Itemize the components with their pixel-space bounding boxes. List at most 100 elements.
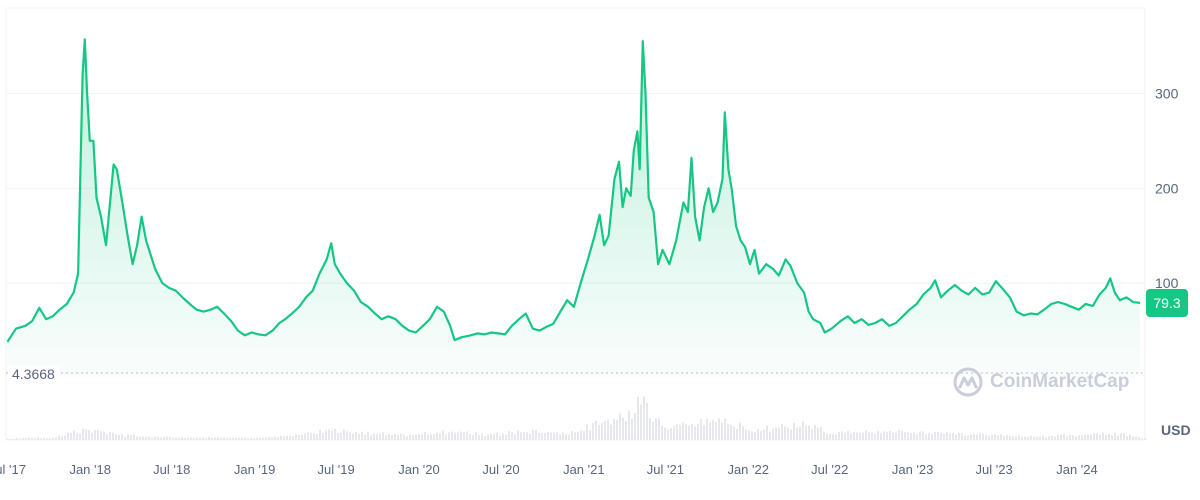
volume-bar [13, 438, 15, 440]
volume-bar [169, 436, 171, 440]
volume-bar [139, 436, 141, 440]
volume-bar [1051, 435, 1053, 440]
volume-bar [1096, 433, 1098, 440]
volume-bar [562, 432, 564, 440]
volume-bar [769, 431, 771, 440]
volume-bar [415, 434, 417, 440]
watermark-brand-name: CoinMarketCap [990, 371, 1130, 392]
volume-bar [772, 428, 774, 440]
volume-bar [1141, 438, 1143, 440]
volume-bar [19, 438, 21, 440]
volume-bar [946, 432, 948, 440]
volume-bar [595, 420, 597, 440]
volume-bar [412, 435, 414, 440]
volume-bar [703, 424, 705, 440]
volume-bar [328, 429, 330, 440]
volume-bar [202, 437, 204, 440]
volume-bar [535, 429, 537, 440]
volume-bar [811, 429, 813, 440]
volume-bar [1126, 436, 1128, 440]
volume-bar [865, 430, 867, 440]
volume-bar [256, 437, 258, 440]
volume-bar [640, 404, 642, 440]
volume-bar [574, 432, 576, 440]
volume-bar [322, 432, 324, 440]
volume-bar [820, 427, 822, 440]
volume-bar [997, 435, 999, 440]
volume-bar [34, 438, 36, 440]
volume-bar [184, 438, 186, 440]
volume-bar [214, 437, 216, 440]
volume-bar [364, 434, 366, 440]
volume-bar [370, 435, 372, 440]
volume-bar [526, 432, 528, 440]
volume-bar [223, 437, 225, 440]
volume-bar [1111, 435, 1113, 440]
volume-bar [559, 434, 561, 440]
volume-bar [967, 435, 969, 440]
volume-bar [1102, 432, 1104, 440]
volume-bar [880, 433, 882, 440]
volume-bar [661, 425, 663, 440]
volume-bar [499, 435, 501, 440]
volume-bar [514, 434, 516, 440]
volume-bar [787, 427, 789, 440]
volume-bar [613, 418, 615, 440]
volume-bar [439, 433, 441, 440]
volume-bar [73, 430, 75, 440]
volume-bar [1012, 436, 1014, 440]
volume-bar [877, 431, 879, 440]
volume-bar [607, 419, 609, 440]
volume-bar [748, 430, 750, 440]
volume-bar [676, 424, 678, 440]
volume-bar [886, 431, 888, 440]
volume-bar [532, 429, 534, 440]
x-tick-label: Jan '18 [69, 462, 111, 477]
volume-bar [985, 435, 987, 440]
volume-bar [7, 438, 9, 440]
volume-bar [82, 428, 84, 440]
volume-bar [277, 437, 279, 440]
volume-bar [775, 427, 777, 440]
volume-bar [373, 433, 375, 440]
volume-bar [178, 437, 180, 440]
volume-bar [22, 438, 24, 440]
volume-bar [151, 437, 153, 440]
volume-bar [625, 421, 627, 440]
volume-bar [1030, 435, 1032, 440]
volume-bar [193, 437, 195, 440]
volume-bar [973, 433, 975, 440]
volume-bar [376, 434, 378, 440]
x-tick-label: Jan '23 [892, 462, 934, 477]
volume-bar [910, 433, 912, 440]
volume-bar [262, 437, 264, 440]
volume-bar [295, 434, 297, 440]
volume-bar [1090, 434, 1092, 440]
volume-bar [409, 434, 411, 440]
volume-bar [79, 433, 81, 440]
volume-bar [124, 436, 126, 440]
volume-bar [817, 427, 819, 440]
volume-bar [286, 435, 288, 440]
volume-bar [154, 436, 156, 440]
volume-bar [211, 438, 213, 440]
volume-bar [127, 434, 129, 440]
x-tick-label: Jan '24 [1056, 462, 1098, 477]
volume-bar [1117, 435, 1119, 440]
volume-bar [868, 432, 870, 440]
x-tick-label: Jul '21 [647, 462, 684, 477]
volume-bar [1060, 434, 1062, 440]
coinmarketcap-logo-icon [953, 367, 983, 397]
volume-bar [745, 429, 747, 440]
volume-bar [619, 413, 621, 440]
volume-bar [958, 432, 960, 440]
volume-bar [586, 424, 588, 440]
volume-bar [760, 431, 762, 440]
volume-bar [841, 431, 843, 440]
volume-bar [91, 432, 93, 440]
volume-bar [739, 422, 741, 440]
x-tick-label: Jan '21 [563, 462, 605, 477]
volume-bar [427, 434, 429, 440]
volume-bar [982, 433, 984, 440]
